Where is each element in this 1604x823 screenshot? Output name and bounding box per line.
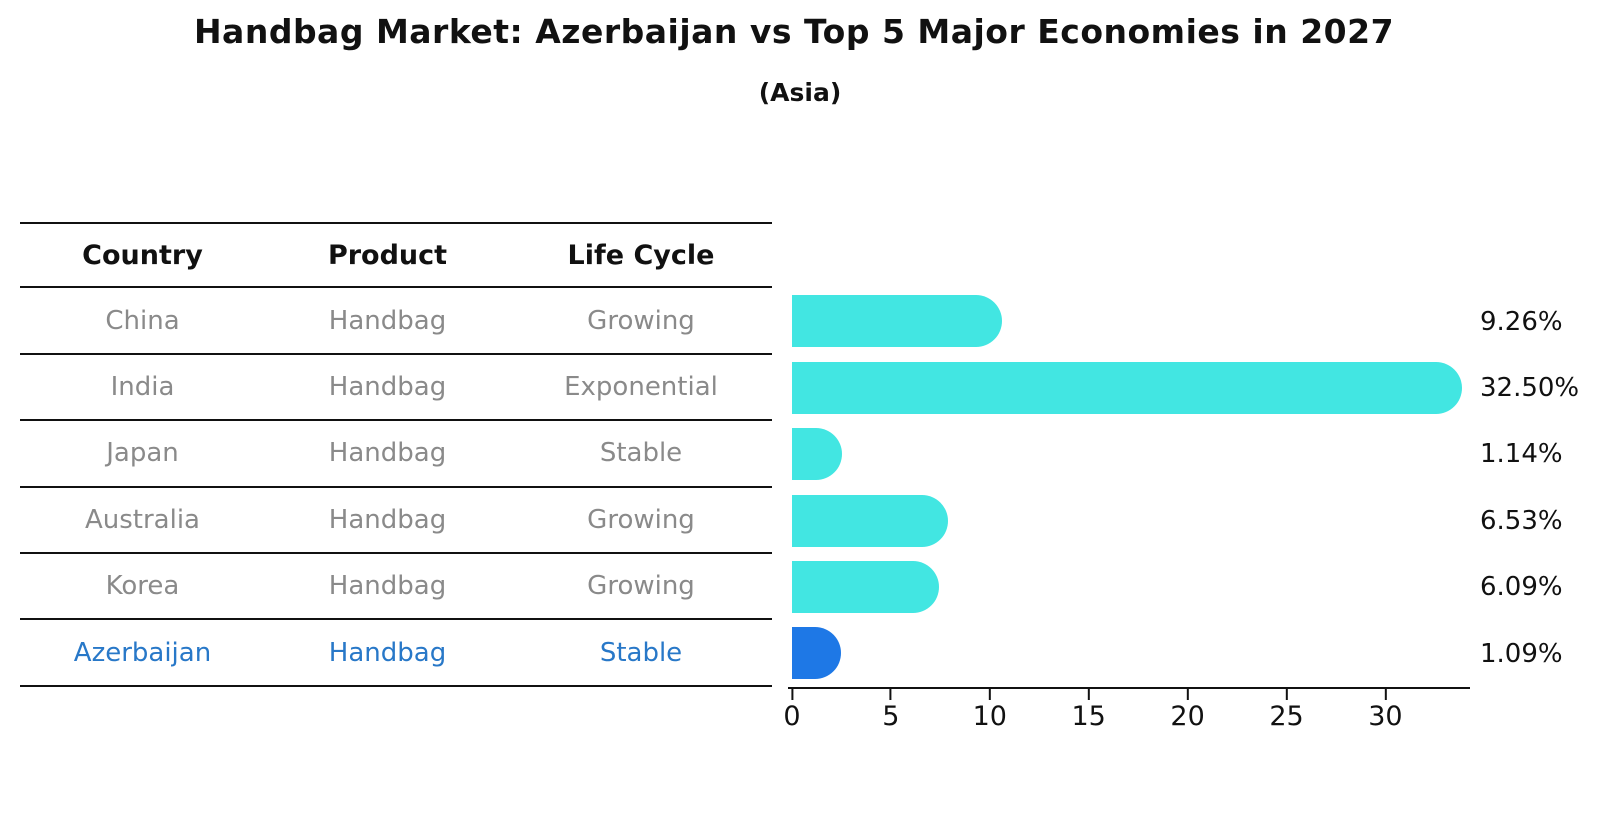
table-header-row: Country Product Life Cycle [20, 222, 772, 289]
page-subtitle: (Asia) [758, 78, 842, 107]
column-header-product: Product [327, 239, 448, 271]
tick-mark [1384, 689, 1387, 700]
bar [792, 561, 940, 613]
bar [792, 627, 841, 680]
tick-label: 15 [1071, 701, 1106, 732]
table-row: India Handbag Exponential [20, 355, 772, 422]
summary-table: Country Product Life Cycle China Handbag… [20, 222, 772, 687]
percent-label: 32.50% [1480, 372, 1580, 403]
table-row: Japan Handbag Stable [20, 421, 772, 488]
tick-mark [988, 689, 991, 700]
product-cell: Handbag [328, 637, 447, 668]
x-tick: 30 [1368, 689, 1403, 732]
country-cell: Azerbaijan [73, 637, 212, 668]
product-cell: Handbag [328, 571, 447, 602]
life-cycle-cell: Growing [587, 305, 695, 336]
product-cell: Handbag [328, 371, 447, 402]
tick-mark [889, 689, 892, 700]
country-cell: Japan [106, 438, 179, 469]
product-cell: Handbag [328, 438, 447, 469]
bar [792, 361, 1462, 414]
column-header-life-cycle: Life Cycle [567, 239, 715, 271]
country-cell: Australia [84, 504, 200, 535]
bar [792, 295, 1003, 348]
percent-label: 6.09% [1480, 572, 1563, 603]
life-cycle-cell: Growing [587, 571, 695, 602]
x-tick: 15 [1072, 689, 1106, 732]
life-cycle-cell: Exponential [564, 371, 718, 402]
tick-label: 10 [972, 701, 1007, 732]
tick-mark [1186, 689, 1189, 700]
tick-label: 0 [783, 701, 801, 732]
table-row: Australia Handbag Growing [20, 488, 772, 554]
tick-mark [1087, 689, 1090, 700]
tick-mark [1285, 689, 1288, 700]
product-cell: Handbag [328, 305, 447, 336]
bar [792, 494, 949, 547]
product-cell: Handbag [328, 504, 447, 535]
page-title: Handbag Market: Azerbaijan vs Top 5 Majo… [193, 12, 1395, 51]
x-tick: 0 [783, 689, 801, 732]
table-row: Azerbaijan Handbag Stable [20, 620, 772, 687]
life-cycle-cell: Stable [599, 438, 683, 469]
tick-label: 5 [882, 701, 900, 732]
percent-label: 1.14% [1480, 439, 1563, 470]
country-cell: China [105, 305, 180, 336]
life-cycle-cell: Growing [587, 504, 695, 535]
x-tick: 5 [882, 689, 899, 732]
table-row: China Handbag Growing [20, 288, 772, 355]
tick-label: 20 [1170, 701, 1205, 732]
tick-label: 30 [1368, 701, 1403, 732]
percent-label: 9.26% [1480, 306, 1563, 337]
life-cycle-cell: Stable [599, 637, 683, 668]
country-cell: India [110, 371, 175, 402]
country-cell: Korea [105, 571, 180, 602]
x-tick: 25 [1269, 689, 1304, 732]
x-tick: 20 [1170, 689, 1205, 732]
table-row: Korea Handbag Growing [20, 554, 772, 621]
tick-label: 25 [1269, 701, 1304, 732]
bar [792, 428, 842, 481]
x-tick: 10 [973, 689, 1007, 732]
percent-label: 6.53% [1480, 505, 1563, 536]
tick-mark [791, 689, 793, 700]
column-header-country: Country [82, 239, 203, 271]
x-axis-line [788, 687, 1470, 689]
percent-label: 1.09% [1480, 638, 1563, 669]
